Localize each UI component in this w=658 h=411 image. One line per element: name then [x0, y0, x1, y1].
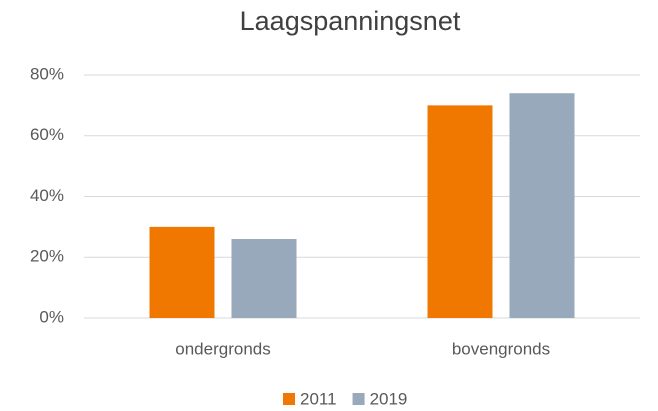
bar [427, 105, 493, 318]
bar [149, 226, 215, 318]
y-tick-label: 80% [30, 64, 64, 83]
legend-label: 2011 [300, 389, 337, 408]
legend-swatch [352, 393, 365, 405]
bar [231, 239, 297, 318]
y-tick-label: 40% [30, 186, 64, 205]
y-tick-label: 60% [30, 125, 64, 144]
x-tick-label: ondergronds [175, 339, 270, 358]
y-tick-label: 0% [39, 307, 64, 326]
legend-swatch [283, 393, 295, 405]
x-tick-label: bovengronds [452, 339, 550, 358]
chart-title: Laagspanningsnet [240, 6, 461, 36]
y-tick-label: 20% [30, 247, 64, 266]
bar [509, 93, 575, 318]
legend-label: 2019 [370, 389, 408, 408]
